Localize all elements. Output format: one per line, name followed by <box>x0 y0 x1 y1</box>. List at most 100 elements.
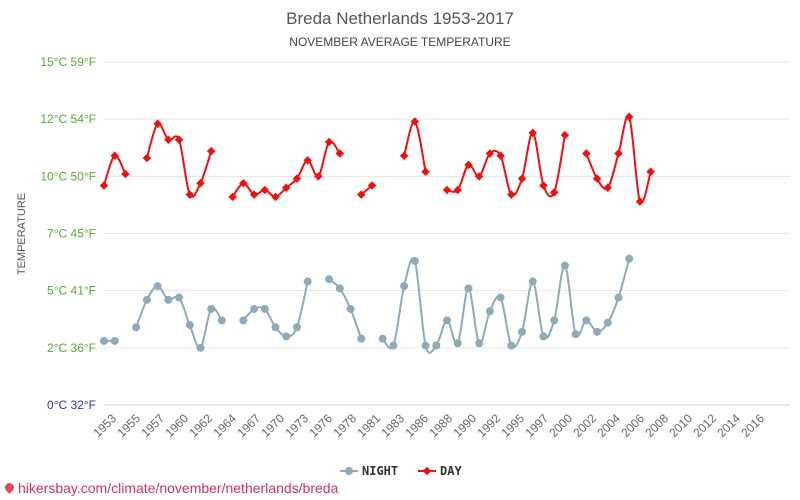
source-text: hikersbay.com/climate/november/netherlan… <box>18 480 339 496</box>
night-point <box>217 316 226 325</box>
night-line <box>381 257 631 354</box>
x-tick-label: 1988 <box>426 411 455 440</box>
day-line <box>403 120 427 173</box>
night-point <box>378 334 387 343</box>
x-tick-label: 1992 <box>474 411 503 440</box>
day-point <box>399 151 409 160</box>
night-point <box>185 320 194 329</box>
night-point <box>346 304 355 313</box>
day-point <box>260 185 270 195</box>
x-tick-label: 1973 <box>282 411 311 440</box>
day-point <box>281 183 291 193</box>
day-point <box>614 149 623 158</box>
night-point <box>164 295 173 304</box>
x-tick-label: 1964 <box>210 411 239 440</box>
day-point <box>99 181 109 190</box>
y-tick-label: 5°C 41°F <box>47 284 96 298</box>
day-point <box>121 169 130 179</box>
x-tick-label: 1997 <box>522 411 551 440</box>
day-point <box>314 172 323 181</box>
night-point <box>400 282 409 291</box>
day-point <box>474 172 484 181</box>
grid <box>104 61 790 406</box>
night-point <box>142 295 151 304</box>
x-tick-label: 1967 <box>234 411 263 440</box>
night-point <box>453 339 462 348</box>
night-point <box>485 307 494 316</box>
day-point <box>539 181 548 190</box>
x-tick-label: 1970 <box>258 411 287 440</box>
day-point <box>485 149 495 158</box>
day-point <box>185 190 194 199</box>
night-point <box>250 304 259 313</box>
day-point <box>635 197 645 206</box>
night-point <box>100 336 108 345</box>
x-axis: 1953195519571960196219641967197019731976… <box>90 411 767 440</box>
x-tick-label: 1983 <box>378 411 407 440</box>
day-point <box>249 190 259 199</box>
night-point <box>464 284 473 293</box>
day-point <box>271 192 280 202</box>
day-point <box>153 119 162 128</box>
legend-marker <box>345 467 353 475</box>
day-point <box>164 135 173 144</box>
night-point <box>614 293 623 302</box>
day-point <box>582 149 591 158</box>
day-point <box>357 190 366 199</box>
legend-item-night[interactable]: NIGHT <box>340 464 398 478</box>
day-point <box>303 156 312 165</box>
y-tick-label: 10°C 50°F <box>40 169 96 183</box>
x-tick-label: 2016 <box>738 411 767 440</box>
y-axis: 0°C 32°F 2°C 36°F 5°C 41°F 7°C 45°F 10°C 50°… <box>40 55 96 412</box>
legend-item-day[interactable]: DAY <box>418 464 462 478</box>
x-tick-label: 1962 <box>186 411 215 440</box>
night-point <box>282 332 291 341</box>
series-layer <box>99 112 655 354</box>
x-tick-label: 2004 <box>594 411 623 440</box>
night-point <box>110 336 119 345</box>
x-tick-label: 1995 <box>498 411 527 440</box>
night-point <box>421 341 430 350</box>
night-point <box>528 277 537 286</box>
day-point <box>110 151 119 160</box>
night-point <box>239 316 248 325</box>
night-point <box>271 323 280 332</box>
night-point <box>132 323 141 332</box>
night-point <box>410 256 419 265</box>
y-tick-label: 2°C 36°F <box>47 341 96 355</box>
night-point <box>603 318 612 327</box>
x-tick-label: 1976 <box>306 411 335 440</box>
night-point <box>389 341 398 350</box>
night-point <box>335 284 344 293</box>
legend-marker <box>422 466 432 476</box>
night-point <box>582 316 591 325</box>
day-point <box>560 130 570 140</box>
x-tick-label: 1957 <box>138 411 167 440</box>
series-night <box>100 254 634 354</box>
night-line <box>328 278 363 340</box>
x-tick-label: 1981 <box>354 411 383 440</box>
day-point <box>292 174 302 183</box>
night-point <box>175 293 184 302</box>
day-point <box>453 185 462 195</box>
x-tick-label: 1955 <box>114 411 143 440</box>
day-line <box>585 114 652 205</box>
day-point <box>142 153 152 163</box>
legend[interactable]: NIGHT DAY <box>340 464 462 478</box>
night-point <box>507 341 516 350</box>
night-point <box>593 327 602 336</box>
night-point <box>153 282 162 291</box>
x-tick-label: 2000 <box>546 411 575 440</box>
day-point <box>646 167 655 177</box>
chart-title: Breda Netherlands 1953-2017 <box>286 9 514 28</box>
night-point <box>260 304 269 313</box>
night-point <box>196 343 205 352</box>
legend-label: NIGHT <box>362 464 398 478</box>
day-point <box>228 192 237 202</box>
day-line <box>103 154 127 186</box>
night-point <box>303 277 312 286</box>
night-point <box>539 332 548 341</box>
source-link[interactable]: hikersbay.com/climate/november/netherlan… <box>3 480 339 496</box>
x-tick-label: 1960 <box>162 411 191 440</box>
